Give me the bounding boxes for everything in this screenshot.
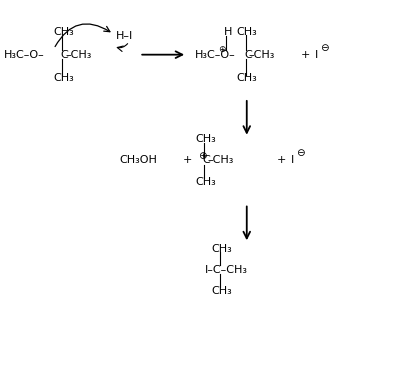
Text: C: C (60, 50, 68, 60)
Text: –CH₃: –CH₃ (249, 50, 275, 60)
Text: H: H (224, 27, 232, 37)
Text: ⊕: ⊕ (219, 44, 226, 54)
Text: ⊖: ⊖ (320, 43, 328, 53)
Text: CH₃: CH₃ (53, 74, 74, 83)
Text: ⊖: ⊖ (296, 149, 304, 158)
Text: C: C (202, 155, 210, 165)
Text: +: + (183, 155, 193, 165)
Text: CH₃: CH₃ (53, 27, 74, 37)
Text: H₃C–O–: H₃C–O– (4, 50, 45, 60)
Text: H₃C–O–: H₃C–O– (195, 50, 236, 60)
Text: I–C–CH₃: I–C–CH₃ (205, 265, 248, 274)
Text: CH₃: CH₃ (211, 286, 232, 296)
Text: CH₃: CH₃ (195, 177, 216, 187)
Text: –CH₃: –CH₃ (65, 50, 92, 60)
Text: C: C (244, 50, 252, 60)
Text: ⊕: ⊕ (198, 152, 207, 161)
Text: CH₃OH: CH₃OH (119, 155, 157, 165)
Text: I: I (291, 155, 294, 165)
Text: CH₃: CH₃ (237, 27, 258, 37)
Text: I: I (314, 50, 318, 60)
Text: +: + (277, 155, 286, 165)
Text: CH₃: CH₃ (211, 244, 232, 254)
Text: CH₃: CH₃ (195, 135, 216, 144)
Text: –CH₃: –CH₃ (207, 155, 233, 165)
Text: H–I: H–I (115, 31, 133, 41)
Text: +: + (300, 50, 310, 60)
Text: CH₃: CH₃ (237, 74, 258, 83)
